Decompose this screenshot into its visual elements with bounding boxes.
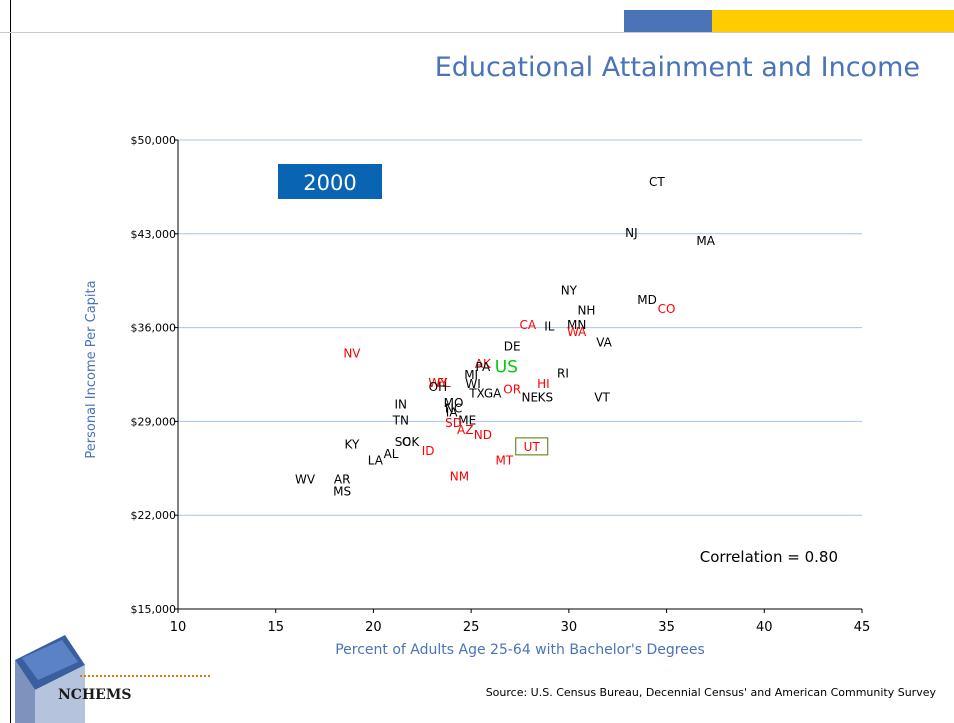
point-label-fl: FL [437, 376, 451, 390]
y-tick-label: $50,000 [131, 134, 177, 147]
x-tick-label: 25 [463, 620, 480, 635]
point-label-la: LA [368, 454, 384, 468]
point-label-mi: MI [464, 368, 478, 382]
point-label-sd: SD [445, 416, 462, 430]
point-label-ks: KS [538, 391, 554, 405]
y-tick-label: $29,000 [131, 415, 177, 428]
point-label-az: AZ [457, 423, 473, 437]
source-note: Source: U.S. Census Bureau, Decennial Ce… [485, 686, 936, 699]
point-label-us: US [495, 358, 518, 378]
point-label-ky: KY [345, 438, 360, 452]
point-label-ma: MA [696, 234, 715, 248]
point-label-in: IN [395, 397, 408, 411]
point-label-wy: WY [428, 376, 448, 390]
header-bar-gold [712, 10, 954, 32]
point-label-ct: CT [649, 175, 665, 189]
point-label-tx: TX [468, 387, 485, 401]
highlight-box-ut [515, 437, 549, 456]
x-tick-label: 10 [170, 620, 187, 635]
point-label-hi: HI [537, 377, 550, 391]
x-axis-label: Percent of Adults Age 25-64 with Bachelo… [335, 642, 705, 658]
slide-left-border [10, 0, 11, 723]
point-label-ms: MS [333, 484, 351, 498]
point-label-co: CO [658, 302, 676, 316]
page-title: Educational Attainment and Income [434, 52, 920, 83]
point-label-mt: MT [496, 454, 514, 468]
point-label-ca: CA [520, 318, 537, 332]
point-label-mo: MO [444, 396, 464, 410]
point-label-ok: OK [402, 435, 420, 449]
x-tick-label: 20 [365, 620, 382, 635]
logo-text: NCHEMS [58, 687, 131, 703]
y-tick-label: $22,000 [131, 509, 177, 522]
x-tick-label: 45 [854, 620, 871, 635]
point-label-al: AL [384, 447, 399, 461]
point-label-wv: WV [295, 472, 316, 486]
point-label-nv: NV [343, 346, 361, 360]
point-label-me: ME [458, 413, 476, 427]
point-label-oh: OH [429, 380, 447, 394]
y-tick-label: $15,000 [131, 603, 177, 616]
x-tick-label: 35 [658, 620, 675, 635]
point-label-pa: PA [476, 360, 491, 374]
correlation-annotation: Correlation = 0.80 [700, 548, 838, 566]
point-label-vt: VT [594, 391, 610, 405]
y-tick-label: $36,000 [131, 322, 177, 335]
point-label-ia: IA [446, 405, 459, 419]
point-label-ny: NY [561, 283, 578, 297]
point-label-nj: NJ [625, 226, 638, 240]
header-bar-blue [624, 10, 712, 32]
year-label: 2000 [303, 171, 356, 195]
year-box [278, 164, 382, 199]
header-divider [0, 32, 954, 33]
point-label-nm: NM [450, 470, 469, 484]
point-label-ga: GA [484, 387, 502, 401]
nchems-logo: NCHEMS [15, 635, 210, 723]
point-label-ri: RI [557, 366, 569, 380]
point-label-md: MD [637, 293, 657, 307]
point-label-nh: NH [577, 304, 595, 318]
y-tick-label: $43,000 [131, 228, 177, 241]
point-label-nc: NC [445, 401, 462, 415]
point-label-de: DE [504, 340, 521, 354]
y-axis-label: Personal Income Per Capita [84, 280, 99, 458]
x-tick-label: 15 [267, 620, 284, 635]
point-label-wa: WA [567, 325, 587, 339]
point-label-ut: UT [524, 440, 541, 454]
point-label-id: ID [422, 444, 435, 458]
point-label-va: VA [596, 336, 612, 350]
point-label-mn: MN [567, 318, 586, 332]
point-label-ar: AR [334, 472, 351, 486]
x-tick-label: 40 [756, 620, 773, 635]
x-tick-label: 30 [561, 620, 578, 635]
point-label-tn: TN [392, 413, 409, 427]
point-label-wi: WI [465, 377, 480, 391]
point-label-ak: AK [475, 357, 492, 371]
point-label-ne: NE [521, 391, 538, 405]
point-label-il: IL [544, 320, 555, 334]
point-label-or: OR [503, 383, 521, 397]
point-label-sc: SC [395, 435, 411, 449]
point-label-nd: ND [474, 428, 492, 442]
